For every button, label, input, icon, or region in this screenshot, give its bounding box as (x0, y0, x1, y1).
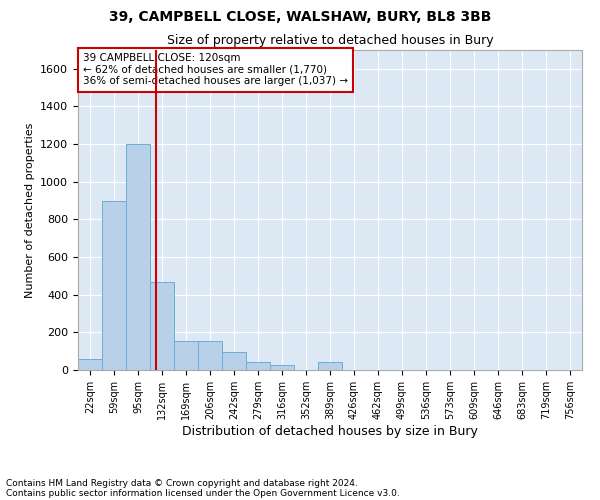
Bar (126, 144, 150, 370)
Bar (246, 362, 270, 370)
Bar (198, 341, 222, 370)
Text: Contains public sector information licensed under the Open Government Licence v3: Contains public sector information licen… (6, 488, 400, 498)
Bar (270, 366, 294, 370)
Bar (174, 341, 198, 370)
X-axis label: Distribution of detached houses by size in Bury: Distribution of detached houses by size … (182, 424, 478, 438)
Text: 39 CAMPBELL CLOSE: 120sqm
← 62% of detached houses are smaller (1,770)
36% of se: 39 CAMPBELL CLOSE: 120sqm ← 62% of detac… (83, 53, 348, 86)
Text: 39, CAMPBELL CLOSE, WALSHAW, BURY, BL8 3BB: 39, CAMPBELL CLOSE, WALSHAW, BURY, BL8 3… (109, 10, 491, 24)
Bar (102, 200, 126, 370)
Bar (78, 358, 102, 370)
Text: Contains HM Land Registry data © Crown copyright and database right 2024.: Contains HM Land Registry data © Crown c… (6, 478, 358, 488)
Title: Size of property relative to detached houses in Bury: Size of property relative to detached ho… (167, 34, 493, 48)
Bar (222, 352, 246, 370)
Bar (318, 362, 342, 370)
Bar (150, 282, 174, 370)
Y-axis label: Number of detached properties: Number of detached properties (25, 122, 35, 298)
